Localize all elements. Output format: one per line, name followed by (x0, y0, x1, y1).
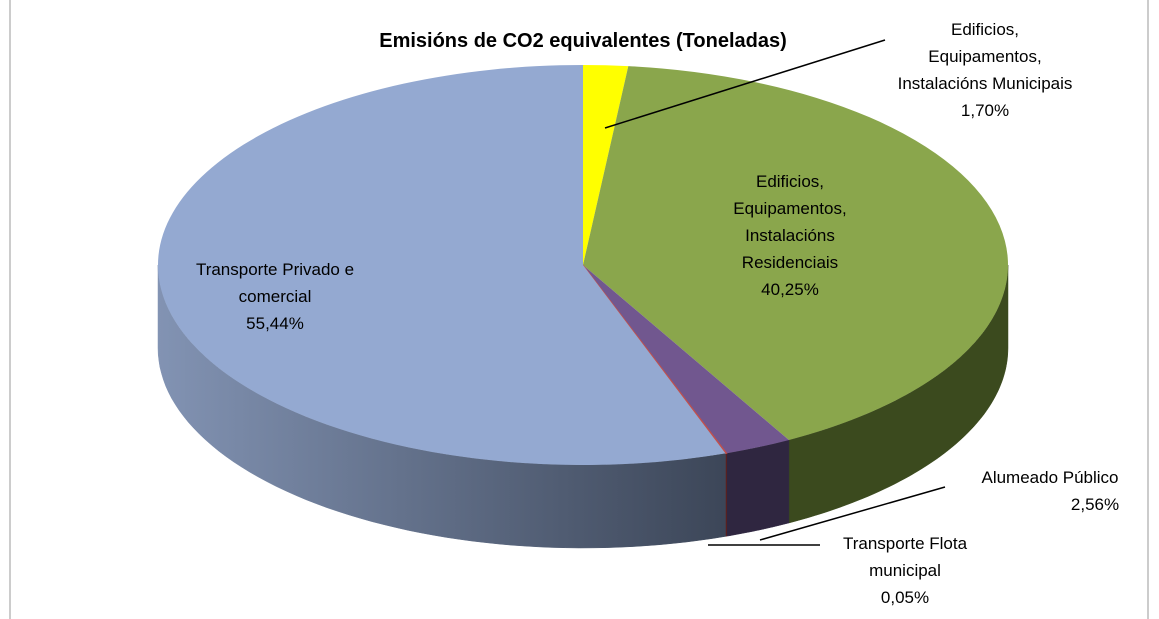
leader-line (604, 39, 886, 129)
slice (583, 66, 1008, 440)
data-label: Transporte Privado e comercial 55,44% (165, 256, 385, 337)
slice (583, 65, 629, 265)
slice-value: 0,05% (880, 588, 930, 607)
chart-title: Emisións de CO2 equivalentes (Toneladas) (379, 30, 787, 52)
slice-name: Transporte Privado e comercial (195, 260, 355, 306)
slice-value: 55,44% (246, 314, 304, 333)
slice-side (726, 439, 790, 537)
slice-name: Edificios, Equipamentos, Instalacións Mu… (897, 20, 1073, 93)
slice-value: 1,70% (960, 101, 1010, 120)
slice-name: Alumeado Público (981, 468, 1119, 487)
slice-value: 2,56% (1070, 495, 1120, 514)
data-label: Transporte Flota municipal 0,05% (815, 530, 995, 611)
slice (583, 265, 789, 454)
slice-value: 40,25% (761, 280, 819, 299)
slice (582, 264, 728, 454)
data-label: Edificios, Equipamentos, Instalacións Re… (700, 168, 880, 303)
leader-line (759, 486, 946, 541)
data-label: Alumeado Público 2,56% (950, 464, 1150, 518)
slice-name: Transporte Flota municipal (842, 534, 968, 580)
data-label: Edificios, Equipamentos, Instalacións Mu… (895, 16, 1075, 124)
slice (157, 65, 726, 466)
slice-name: Edificios, Equipamentos, Instalacións Re… (733, 172, 847, 272)
